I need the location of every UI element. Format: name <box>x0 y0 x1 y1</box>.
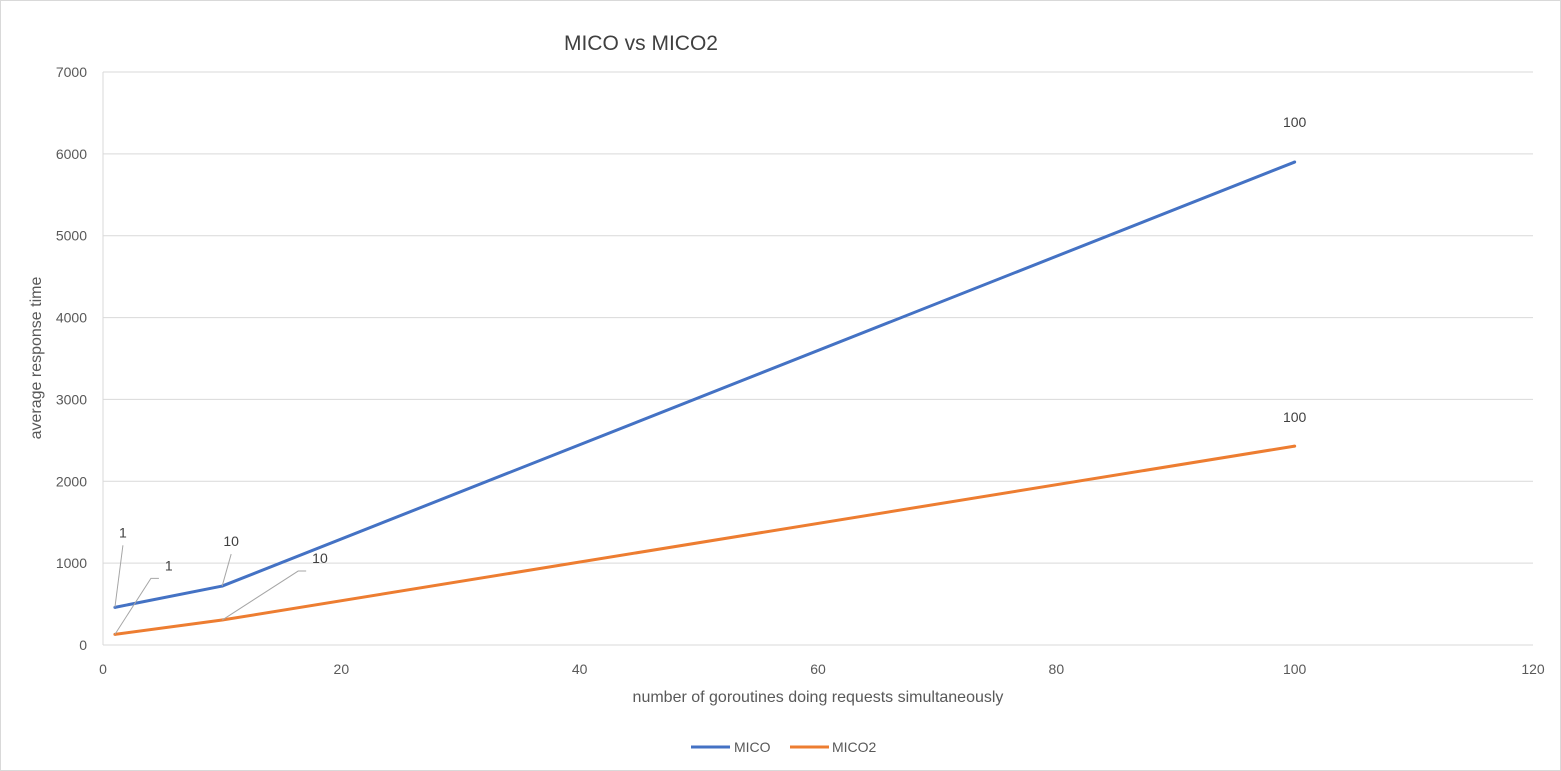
x-tick-label: 20 <box>334 661 350 677</box>
data-labels: 1 10 100 1 10 100 <box>114 114 1307 635</box>
y-tick-label: 4000 <box>56 310 87 326</box>
y-axis-title: average response time <box>28 277 45 440</box>
x-axis-ticks: 0 20 40 60 80 100 120 <box>99 661 1545 677</box>
x-tick-label: 60 <box>810 661 826 677</box>
data-label-leader <box>221 553 232 587</box>
y-axis-ticks: 0 1000 2000 3000 4000 5000 6000 7000 <box>56 64 87 653</box>
x-tick-label: 0 <box>99 661 107 677</box>
x-tick-label: 80 <box>1049 661 1065 677</box>
data-label-mico2: 1 <box>165 557 173 573</box>
y-tick-label: 7000 <box>56 64 87 80</box>
y-tick-label: 1000 <box>56 555 87 571</box>
data-point-mico <box>1293 160 1297 164</box>
data-label-mico: 1 <box>119 524 127 540</box>
data-label-mico: 100 <box>1283 114 1307 130</box>
y-tick-label: 5000 <box>56 228 87 244</box>
y-tick-label: 0 <box>79 637 87 653</box>
legend-label-mico: MICO <box>734 739 771 755</box>
gridlines <box>102 71 1533 646</box>
x-tick-label: 40 <box>572 661 588 677</box>
data-point-mico2 <box>1293 444 1297 448</box>
y-tick-label: 6000 <box>56 146 87 162</box>
chart-title: MICO vs MICO2 <box>564 32 718 55</box>
legend: MICO MICO2 <box>691 739 877 755</box>
data-label-leader <box>221 570 307 621</box>
series-line-mico2 <box>114 444 1295 636</box>
y-tick-label: 3000 <box>56 391 87 407</box>
x-tick-label: 100 <box>1283 661 1307 677</box>
data-label-mico2: 10 <box>312 550 328 566</box>
data-label-leader <box>114 545 124 608</box>
x-axis-title: number of goroutines doing requests simu… <box>633 689 1004 706</box>
data-label-leader <box>114 577 159 635</box>
data-label-mico: 10 <box>223 533 239 549</box>
data-label-mico2: 100 <box>1283 409 1307 425</box>
series-lines <box>113 160 1297 636</box>
y-tick-label: 2000 <box>56 473 87 489</box>
legend-label-mico2: MICO2 <box>832 739 877 755</box>
x-tick-label: 120 <box>1521 661 1545 677</box>
